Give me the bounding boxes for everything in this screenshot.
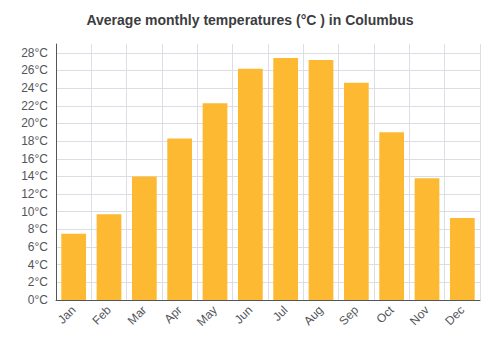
svg-text:10°C: 10°C — [21, 205, 48, 219]
svg-text:14°C: 14°C — [21, 169, 48, 183]
svg-text:8°C: 8°C — [28, 222, 48, 236]
svg-text:4°C: 4°C — [28, 258, 48, 272]
svg-text:Jun: Jun — [232, 303, 256, 327]
svg-text:16°C: 16°C — [21, 152, 48, 166]
svg-text:0°C: 0°C — [28, 293, 48, 307]
svg-text:May: May — [194, 303, 220, 329]
svg-text:Oct: Oct — [374, 303, 398, 327]
svg-text:Average monthly temperatures (: Average monthly temperatures (°C ) in Co… — [86, 12, 413, 28]
svg-text:Dec: Dec — [442, 303, 467, 328]
svg-text:Sep: Sep — [336, 303, 361, 328]
svg-text:Aug: Aug — [301, 303, 326, 328]
svg-text:22°C: 22°C — [21, 99, 48, 113]
svg-text:Mar: Mar — [125, 303, 150, 327]
svg-text:Nov: Nov — [407, 303, 432, 328]
svg-text:18°C: 18°C — [21, 134, 48, 148]
svg-text:Jul: Jul — [270, 303, 291, 324]
svg-text:26°C: 26°C — [21, 63, 48, 77]
svg-text:2°C: 2°C — [28, 275, 48, 289]
svg-text:28°C: 28°C — [21, 46, 48, 60]
svg-text:20°C: 20°C — [21, 116, 48, 130]
svg-text:24°C: 24°C — [21, 81, 48, 95]
svg-text:Feb: Feb — [89, 303, 114, 328]
svg-text:Jan: Jan — [55, 303, 79, 327]
svg-text:12°C: 12°C — [21, 187, 48, 201]
svg-text:6°C: 6°C — [28, 240, 48, 254]
svg-text:Apr: Apr — [162, 303, 185, 326]
